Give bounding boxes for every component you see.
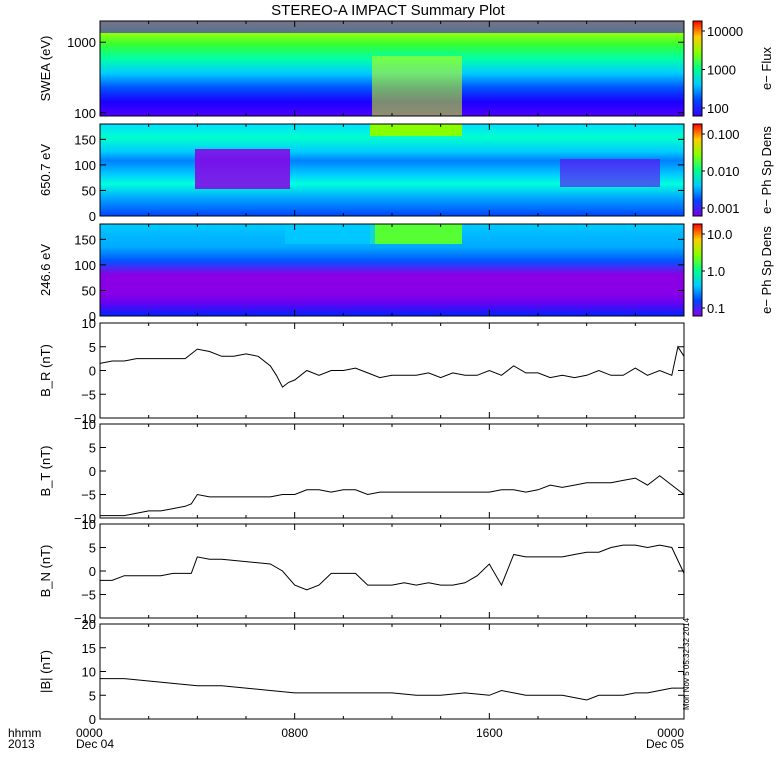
y-tick-label: 150 bbox=[74, 132, 96, 147]
colorbar-tick-label: 100 bbox=[707, 101, 729, 116]
colorbar-tick-label: 10000 bbox=[707, 24, 743, 39]
y-tick-label: 10 bbox=[82, 665, 96, 680]
y-tick-label: 5 bbox=[89, 688, 96, 703]
y-tick-label: 10 bbox=[82, 517, 96, 532]
y-axis-label: B_R (nT) bbox=[38, 344, 53, 397]
y-tick-label: 0 bbox=[89, 364, 96, 379]
heatmap-feature bbox=[370, 224, 462, 244]
colorbar-label: e− Ph Sp Dens bbox=[759, 226, 774, 314]
panel-5: 10 5 0 −5 −10 B_T (nT) bbox=[38, 417, 685, 526]
colorbar-tick-label: 0.001 bbox=[707, 201, 740, 216]
series-line bbox=[100, 544, 685, 591]
y-tick-label: −10 bbox=[74, 511, 96, 526]
y-tick-label: 1000 bbox=[67, 35, 96, 50]
colorbar-1 bbox=[692, 20, 703, 117]
colorbar-label: e− Ph Sp Dens bbox=[759, 126, 774, 214]
y-tick-label: −5 bbox=[81, 387, 96, 402]
panel-6: 10 5 0 −5 −10 B_N (nT) bbox=[38, 517, 685, 626]
colorbar-3 bbox=[692, 223, 703, 317]
y-axis-label: B_T (nT) bbox=[38, 445, 53, 496]
plot-title: STEREO-A IMPACT Summary Plot bbox=[271, 2, 505, 19]
y-tick-label: 5 bbox=[89, 541, 96, 556]
colorbar-tick-label: 0.1 bbox=[707, 301, 725, 316]
panel-4: 10 5 0 −5 −10 B_R (nT) bbox=[38, 316, 685, 426]
panel-3: 10.0 1.0 0.1 e− Ph Sp Dens 0 50 100 150 246.6 eV bbox=[38, 223, 774, 324]
heatmap-feature bbox=[285, 224, 375, 244]
colorbar-tick-label: 10.0 bbox=[707, 227, 732, 242]
heatmap-feature bbox=[560, 159, 660, 187]
heatmap-feature bbox=[370, 124, 462, 136]
y-tick-label: 0 bbox=[89, 309, 96, 324]
footer-year: 2013 bbox=[8, 737, 35, 751]
panel-frame bbox=[99, 523, 685, 619]
y-axis-label: 650.7 eV bbox=[38, 144, 53, 196]
y-tick-label: 100 bbox=[74, 106, 96, 121]
series-line bbox=[100, 475, 685, 517]
y-axis-label: B_N (nT) bbox=[38, 545, 53, 598]
y-tick-label: 100 bbox=[74, 258, 96, 273]
series-line bbox=[100, 678, 684, 701]
panel-frame bbox=[99, 623, 685, 720]
y-tick-label: −5 bbox=[81, 588, 96, 603]
y-tick-label: 10 bbox=[82, 417, 96, 432]
date-end-label: Dec 05 bbox=[646, 737, 684, 751]
x-tick-label: 0000 bbox=[76, 726, 103, 740]
heatmap-feature bbox=[195, 149, 290, 189]
y-axis-label: SWEA (eV) bbox=[38, 36, 53, 102]
panel-frame bbox=[99, 322, 685, 419]
x-tick-label: 0000 bbox=[657, 726, 684, 740]
panel-2: 0.100 0.010 0.001 e− Ph Sp Dens 0 50 100 150 650… bbox=[38, 123, 774, 224]
x-tick-label: 1600 bbox=[476, 726, 503, 740]
generation-stamp: Mon Nov 5 05:32:32 2014 bbox=[682, 617, 691, 710]
footer-hhmm: hhmm bbox=[8, 726, 41, 740]
y-tick-label: 50 bbox=[82, 183, 96, 198]
y-tick-label: −5 bbox=[81, 488, 96, 503]
panel-frame bbox=[99, 423, 685, 519]
x-tick-label: 0800 bbox=[281, 726, 308, 740]
y-tick-label: 5 bbox=[89, 340, 96, 355]
y-tick-label: 15 bbox=[82, 641, 96, 656]
y-tick-label: −10 bbox=[74, 411, 96, 426]
y-tick-label: 0 bbox=[89, 464, 96, 479]
panel-1: 10000 1000 100 e− Flux 100 1000 SWEA (eV) bbox=[38, 20, 774, 121]
panel-7: 20 15 10 5 0 |B| (nT) bbox=[38, 617, 685, 727]
heatmap-feature bbox=[372, 56, 462, 116]
y-axis-label: |B| (nT) bbox=[38, 650, 53, 693]
y-tick-label: 50 bbox=[82, 283, 96, 298]
y-tick-label: 150 bbox=[74, 232, 96, 247]
colorbar-tick-label: 1.0 bbox=[707, 264, 725, 279]
y-tick-label: −10 bbox=[74, 611, 96, 626]
y-tick-label: 20 bbox=[82, 617, 96, 632]
colorbar-label: e− Flux bbox=[759, 47, 774, 90]
y-tick-label: 0 bbox=[89, 564, 96, 579]
y-tick-label: 10 bbox=[82, 316, 96, 331]
colorbar-tick-label: 0.100 bbox=[707, 127, 740, 142]
date-start-label: Dec 04 bbox=[76, 737, 114, 751]
colorbar-tick-label: 1000 bbox=[707, 63, 736, 78]
y-tick-label: 0 bbox=[89, 209, 96, 224]
colorbar-2 bbox=[692, 123, 703, 217]
y-axis-label: 246.6 eV bbox=[38, 244, 53, 296]
y-tick-label: 5 bbox=[89, 441, 96, 456]
y-tick-label: 100 bbox=[74, 158, 96, 173]
series-line bbox=[99, 345, 685, 388]
y-tick-label: 0 bbox=[89, 712, 96, 727]
colorbar-tick-label: 0.010 bbox=[707, 164, 740, 179]
